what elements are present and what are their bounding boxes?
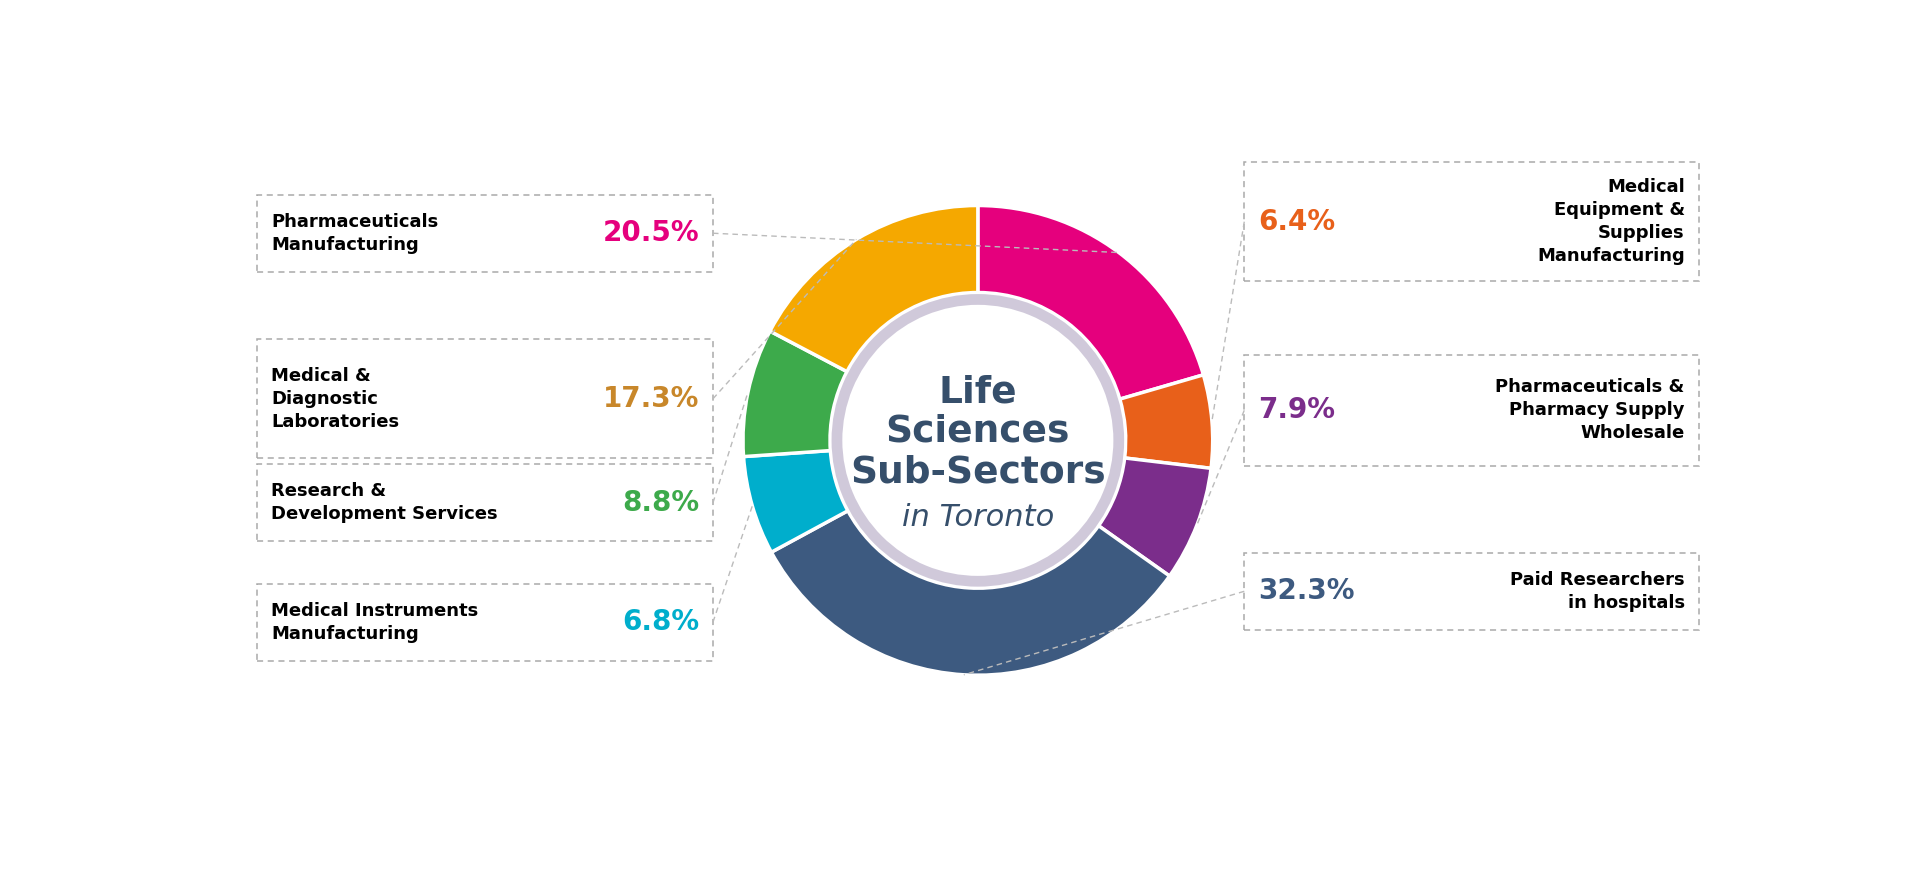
Text: 6.4%: 6.4%	[1257, 208, 1335, 235]
Text: 17.3%: 17.3%	[603, 385, 698, 412]
Text: 32.3%: 32.3%	[1257, 577, 1354, 605]
Text: Medical
Equipment &
Supplies
Manufacturing: Medical Equipment & Supplies Manufacturi…	[1537, 179, 1684, 265]
Text: Sub-Sectors: Sub-Sectors	[851, 454, 1104, 491]
Text: Paid Researchers
in hospitals: Paid Researchers in hospitals	[1508, 571, 1684, 612]
Text: Sciences: Sciences	[885, 413, 1070, 449]
Wedge shape	[976, 206, 1203, 399]
Text: Medical Instruments
Manufacturing: Medical Instruments Manufacturing	[271, 602, 479, 643]
Wedge shape	[744, 451, 847, 552]
Circle shape	[843, 306, 1112, 575]
Text: 7.9%: 7.9%	[1257, 397, 1335, 425]
Text: Medical &
Diagnostic
Laboratories: Medical & Diagnostic Laboratories	[271, 367, 399, 431]
Text: 8.8%: 8.8%	[622, 488, 698, 517]
Text: Life: Life	[938, 375, 1016, 411]
Text: Research &
Development Services: Research & Development Services	[271, 482, 498, 523]
Text: Pharmaceuticals &
Pharmacy Supply
Wholesale: Pharmaceuticals & Pharmacy Supply Wholes…	[1495, 378, 1684, 442]
Text: in Toronto: in Toronto	[902, 503, 1053, 532]
Text: 20.5%: 20.5%	[603, 219, 698, 248]
Wedge shape	[1098, 458, 1211, 576]
Wedge shape	[770, 511, 1169, 675]
Wedge shape	[770, 206, 976, 371]
Text: 6.8%: 6.8%	[622, 608, 698, 636]
Wedge shape	[1119, 375, 1213, 468]
Text: Pharmaceuticals
Manufacturing: Pharmaceuticals Manufacturing	[271, 213, 439, 254]
Wedge shape	[742, 331, 847, 457]
